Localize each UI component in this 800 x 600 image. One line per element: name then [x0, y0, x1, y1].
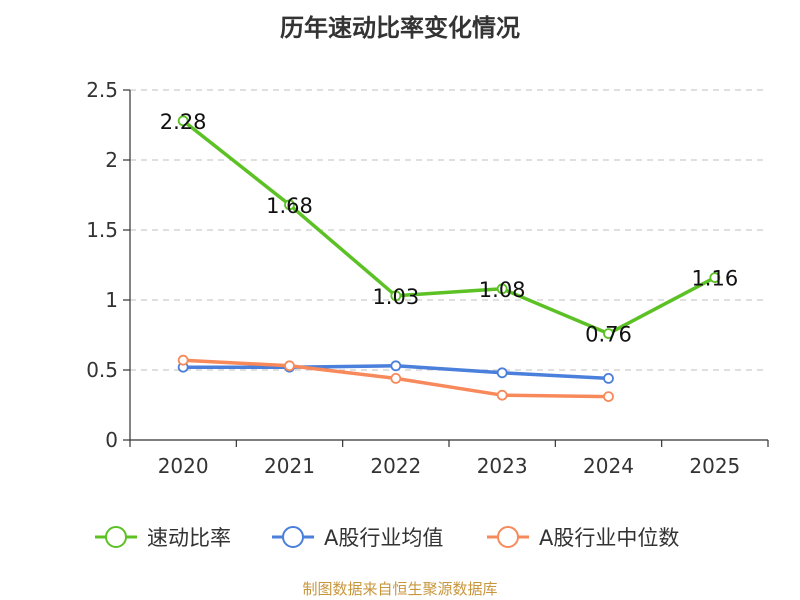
y-tick-label: 2.5	[86, 78, 118, 102]
y-tick-label: 0.5	[86, 358, 118, 382]
data-point	[496, 283, 508, 295]
data-point	[603, 328, 614, 340]
data-point	[603, 372, 614, 384]
y-tick-label: 0	[105, 428, 118, 452]
data-point	[709, 272, 721, 284]
data-label: 1.68	[266, 194, 313, 218]
data-label: 0.76	[585, 323, 632, 347]
data-point	[390, 290, 402, 302]
data-point	[603, 391, 614, 403]
gridlines	[130, 89, 768, 371]
x-tick-label: 2021	[264, 454, 315, 478]
data-point	[390, 372, 402, 384]
legend-label: A股行业均值	[324, 526, 443, 550]
legend-label: 速动比率	[147, 526, 231, 550]
x-tick-label: 2022	[370, 454, 421, 478]
x-tick-label: 2025	[689, 454, 740, 478]
axes: 0 0.5 1 1.5 2 2.5 2020 2021 2022 2023 2024 2025	[86, 78, 769, 478]
data-label: 1.08	[479, 278, 526, 302]
legend-marker	[105, 526, 127, 548]
y-tick-label: 2	[105, 148, 118, 172]
data-point	[284, 360, 295, 372]
data-point	[496, 367, 508, 379]
series-group	[177, 115, 721, 403]
data-label: 1.16	[691, 267, 738, 291]
legend-marker	[282, 526, 304, 548]
data-point	[284, 199, 295, 211]
data-point	[390, 360, 402, 372]
x-tick-label: 2024	[583, 454, 634, 478]
series-line	[182, 119, 716, 336]
data-labels: 2.28 1.68 1.03 1.08 0.76 1.16	[160, 110, 738, 347]
x-tick-label: 2023	[477, 454, 528, 478]
legend: 速动比率 A股行业均值 A股行业中位数	[95, 526, 679, 550]
x-tick-label: 2020	[158, 454, 209, 478]
data-label: 1.03	[372, 285, 419, 309]
legend-label: A股行业中位数	[539, 526, 679, 550]
data-label: 2.28	[160, 110, 207, 134]
y-tick-label: 1.5	[86, 218, 118, 242]
data-point	[177, 115, 189, 127]
legend-marker	[497, 526, 519, 548]
source-footer: 制图数据来自恒生聚源数据库	[302, 580, 498, 598]
data-point	[177, 354, 189, 366]
data-point	[496, 389, 508, 401]
y-tick-label: 1	[105, 288, 118, 312]
chart-title: 历年速动比率变化情况	[280, 14, 520, 42]
